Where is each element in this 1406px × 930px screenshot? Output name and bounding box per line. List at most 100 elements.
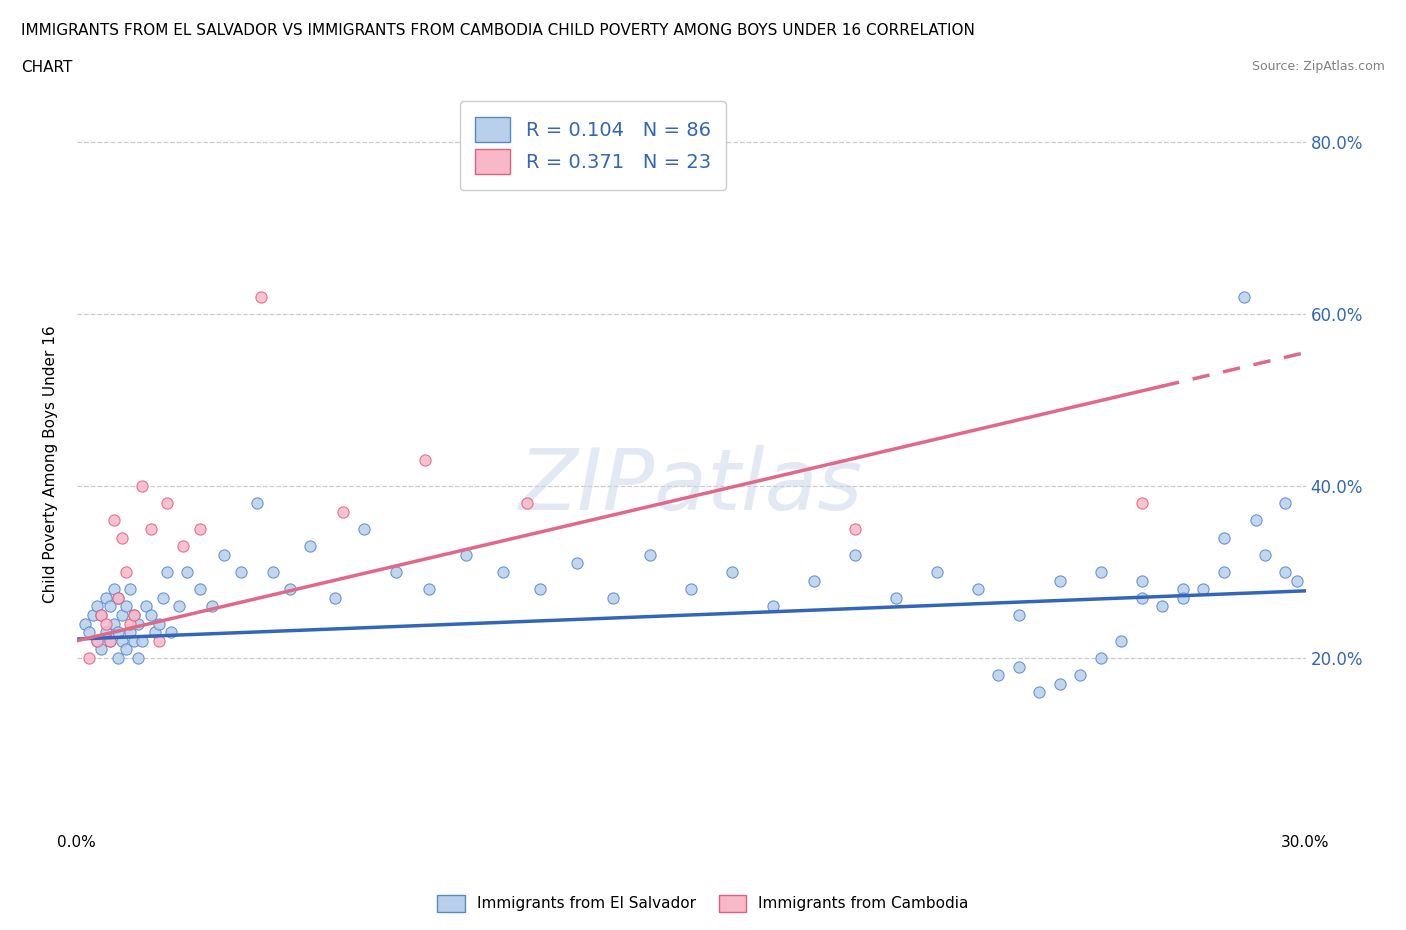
Point (1028, 684, 1050, 699)
Point (77, 650, 100, 665)
Point (122, 607, 145, 622)
Point (884, 591, 907, 605)
Point (148, 633, 170, 648)
Point (201, 599, 224, 614)
Point (323, 591, 346, 605)
Point (90, 642, 112, 657)
Point (73, 616, 96, 631)
Point (1109, 633, 1132, 648)
Point (1008, 607, 1031, 622)
Point (1069, 668, 1091, 683)
Point (1233, 289, 1256, 304)
Point (120, 625, 142, 640)
Point (111, 607, 134, 622)
Point (1008, 659, 1031, 674)
Point (418, 581, 440, 596)
Point (278, 581, 301, 596)
Point (143, 625, 166, 640)
Point (127, 616, 149, 631)
Point (214, 547, 236, 562)
Point (77, 625, 100, 640)
Point (565, 556, 588, 571)
Point (681, 581, 703, 596)
Point (122, 633, 145, 648)
Point (115, 565, 138, 579)
Point (1171, 591, 1194, 605)
Point (492, 565, 515, 579)
Point (262, 565, 284, 579)
Point (188, 581, 211, 596)
Point (115, 642, 138, 657)
Point (160, 625, 183, 640)
Point (1130, 496, 1153, 511)
Point (1049, 676, 1071, 691)
Point (516, 496, 538, 511)
Point (1274, 496, 1296, 511)
Point (762, 599, 785, 614)
Point (156, 565, 179, 579)
Point (172, 538, 194, 553)
Point (98, 633, 121, 648)
Point (246, 496, 269, 511)
Point (107, 625, 129, 640)
Point (131, 633, 153, 648)
Point (94, 625, 117, 640)
Point (987, 668, 1010, 683)
Point (94, 616, 117, 631)
Text: ZIPatlas: ZIPatlas (519, 445, 863, 528)
Text: Source: ZipAtlas.com: Source: ZipAtlas.com (1251, 60, 1385, 73)
Point (107, 650, 129, 665)
Point (1192, 581, 1215, 596)
Point (1171, 581, 1194, 596)
Point (98, 633, 121, 648)
Point (103, 616, 125, 631)
Point (86, 599, 108, 614)
Legend: R = 0.104   N = 86, R = 0.371   N = 23: R = 0.104 N = 86, R = 0.371 N = 23 (460, 101, 727, 190)
Point (454, 547, 477, 562)
Point (1130, 591, 1153, 605)
Point (1286, 573, 1309, 588)
Point (844, 547, 866, 562)
Point (721, 565, 744, 579)
Y-axis label: Child Poverty Among Boys Under 16: Child Poverty Among Boys Under 16 (44, 326, 58, 604)
Point (602, 591, 624, 605)
Point (1253, 547, 1275, 562)
Point (86, 633, 108, 648)
Point (139, 607, 162, 622)
Point (529, 581, 551, 596)
Point (1246, 512, 1268, 527)
Point (107, 591, 129, 605)
Point (120, 616, 142, 631)
Point (299, 538, 322, 553)
Point (353, 522, 375, 537)
Point (188, 522, 211, 537)
Point (1212, 565, 1234, 579)
Point (148, 616, 170, 631)
Point (1090, 650, 1112, 665)
Legend: Immigrants from El Salvador, Immigrants from Cambodia: Immigrants from El Salvador, Immigrants … (432, 889, 974, 918)
Point (86, 633, 108, 648)
Point (1090, 565, 1112, 579)
Point (1152, 599, 1174, 614)
Point (131, 478, 153, 493)
Point (103, 512, 125, 527)
Point (967, 581, 990, 596)
Point (1212, 530, 1234, 545)
Text: IMMIGRANTS FROM EL SALVADOR VS IMMIGRANTS FROM CAMBODIA CHILD POVERTY AMONG BOYS: IMMIGRANTS FROM EL SALVADOR VS IMMIGRANT… (21, 23, 974, 38)
Point (122, 607, 145, 622)
Point (229, 565, 252, 579)
Point (250, 289, 273, 304)
Point (127, 650, 149, 665)
Point (638, 547, 661, 562)
Point (111, 530, 134, 545)
Point (139, 522, 162, 537)
Point (115, 599, 138, 614)
Point (925, 565, 948, 579)
Point (1274, 565, 1296, 579)
Text: CHART: CHART (21, 60, 73, 75)
Point (135, 599, 157, 614)
Point (332, 504, 354, 519)
Point (82, 607, 104, 622)
Point (98, 599, 121, 614)
Point (385, 565, 408, 579)
